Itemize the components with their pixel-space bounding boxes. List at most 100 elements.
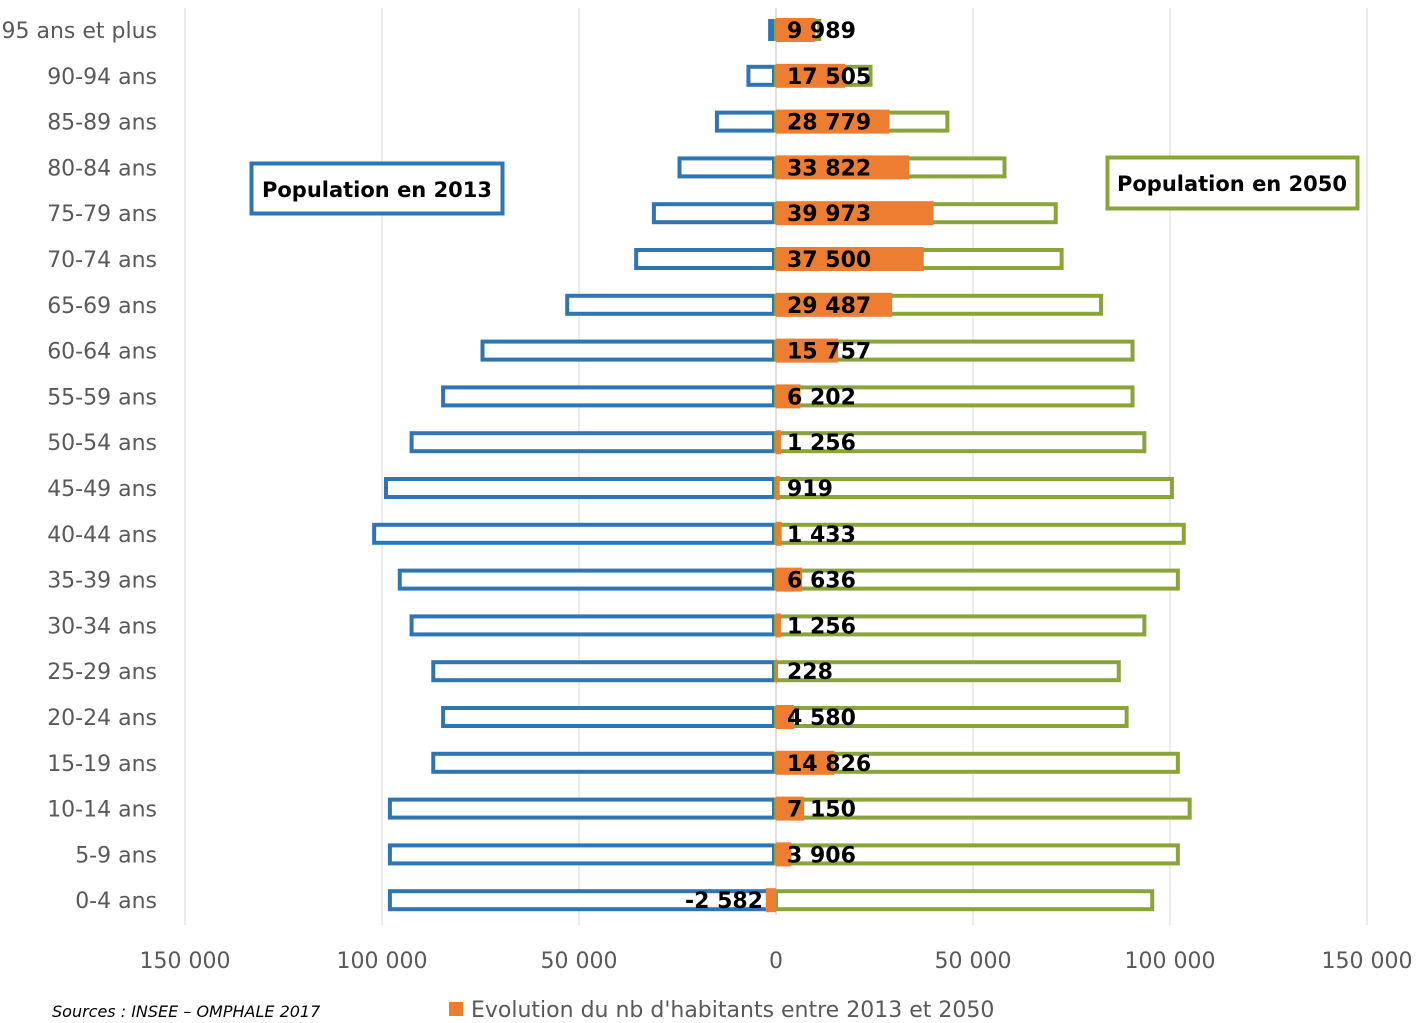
x-tick-label: 150 000 (140, 949, 231, 974)
bar-evolution (776, 705, 795, 729)
bar-2013 (651, 202, 777, 225)
category-label: 30-34 ans (47, 614, 157, 639)
bar-2013 (714, 110, 776, 133)
category-label: 15-19 ans (47, 752, 157, 777)
x-tick-label: 50 000 (541, 949, 618, 974)
bar-2013 (431, 660, 776, 683)
data-label: 28 779 (787, 111, 871, 136)
bar-evolution (776, 613, 781, 638)
bar-2050 (774, 477, 1174, 499)
bar-evolution (776, 796, 805, 821)
data-label: 14 826 (787, 752, 871, 777)
bar-evolution (776, 659, 777, 684)
bar-evolution (776, 247, 924, 271)
bar-2013 (383, 477, 776, 499)
bar-2013 (634, 248, 776, 270)
category-label: 85-89 ans (47, 111, 157, 136)
data-label: 1 433 (787, 523, 856, 548)
category-label: 70-74 ans (47, 248, 157, 273)
x-tick-label: 50 000 (935, 949, 1012, 974)
bar-2013 (677, 156, 776, 179)
category-label: 20-24 ans (47, 706, 157, 731)
annotation-box-2050: Population en 2050 (1105, 155, 1360, 211)
bar-2013 (431, 751, 776, 774)
category-label: 90-94 ans (47, 65, 157, 90)
bar-2013 (441, 706, 776, 728)
bars-2013 (372, 19, 777, 912)
bar-evolution (776, 567, 803, 592)
bar-2050 (774, 889, 1155, 912)
data-label: 39 973 (787, 202, 871, 227)
bar-evolution (776, 292, 893, 317)
bar-2013 (480, 339, 776, 362)
data-label: 3 906 (787, 843, 856, 868)
legend: Evolution du nb d'habitants entre 2013 e… (449, 998, 994, 1023)
bar-2013 (397, 568, 776, 591)
category-label: 25-29 ans (47, 660, 157, 685)
bar-2013 (768, 19, 776, 41)
annotation-2050-label: Population en 2050 (1117, 172, 1347, 196)
bar-evolution (776, 384, 801, 409)
legend-swatch-evolution (449, 1002, 463, 1016)
category-label: 10-14 ans (47, 798, 157, 823)
bar-2013 (746, 64, 777, 87)
bar-evolution (776, 521, 782, 546)
x-tick-label: 150 000 (1322, 949, 1413, 974)
data-label: 29 487 (787, 294, 871, 319)
data-label: 6 202 (787, 385, 856, 410)
data-label: 33 822 (787, 156, 871, 181)
legend-label-evolution: Evolution du nb d'habitants entre 2013 e… (471, 998, 994, 1023)
data-label: 919 (787, 477, 833, 502)
category-label: 40-44 ans (47, 523, 157, 548)
bar-evolution (776, 155, 910, 180)
bar-evolution (776, 842, 792, 867)
category-label: 55-59 ans (47, 385, 157, 410)
bar-evolution (776, 201, 934, 226)
data-label: 228 (787, 660, 833, 685)
bar-2013 (409, 431, 776, 454)
bar-evolution (776, 430, 781, 455)
category-label: 60-64 ans (47, 340, 157, 365)
x-tick-label: 100 000 (1125, 949, 1216, 974)
annotation-box-2050-frame (1105, 155, 1360, 211)
bar-evolution (776, 476, 780, 500)
bar-2013 (372, 522, 776, 545)
bar-2013 (387, 843, 776, 866)
source-note: Sources : INSEE – OMPHALE 2017 (52, 1002, 321, 1021)
data-label: 4 580 (787, 706, 856, 731)
data-label: 1 256 (787, 614, 856, 639)
category-label: 75-79 ans (47, 202, 157, 227)
data-label: 6 636 (787, 569, 856, 594)
category-label: 35-39 ans (47, 569, 157, 594)
data-label: -2 582 (685, 889, 763, 914)
annotation-box-2013-frame (249, 161, 505, 216)
bar-evolution (776, 63, 845, 88)
annotation-box-2013: Population en 2013 (249, 161, 505, 216)
bar-evolution (776, 750, 835, 775)
category-label: 80-84 ans (47, 156, 157, 181)
bar-evolution (776, 338, 839, 363)
bar-2013 (409, 614, 776, 637)
category-label: 95 ans et plus (1, 19, 157, 44)
x-axis-tick-labels: 150 000 100 000 50 000 0 50 000 100 000 150 00… (140, 949, 1413, 974)
x-tick-label: 100 000 (337, 949, 428, 974)
data-label: 1 256 (787, 431, 856, 456)
data-labels: 9 989 17 505 28 779 33 822 39 973 37 500 29 48… (685, 19, 871, 914)
data-label: 7 150 (787, 798, 856, 823)
category-label: 50-54 ans (47, 431, 157, 456)
data-label: 9 989 (787, 19, 856, 44)
category-label: 0-4 ans (75, 889, 157, 914)
bar-2013 (441, 385, 776, 408)
bar-evolution (765, 888, 776, 913)
data-label: 17 505 (787, 65, 871, 90)
data-label: 15 757 (787, 340, 871, 365)
category-labels: 95 ans et plus 90-94 ans 85-89 ans 80-84 an… (1, 19, 157, 914)
bar-evolution (776, 109, 890, 134)
category-label: 5-9 ans (75, 843, 157, 868)
bar-2013 (387, 797, 776, 820)
category-label: 45-49 ans (47, 477, 157, 502)
data-label: 37 500 (787, 248, 871, 273)
bars-evolution (765, 18, 934, 913)
annotation-2013-label: Population en 2013 (262, 178, 492, 202)
